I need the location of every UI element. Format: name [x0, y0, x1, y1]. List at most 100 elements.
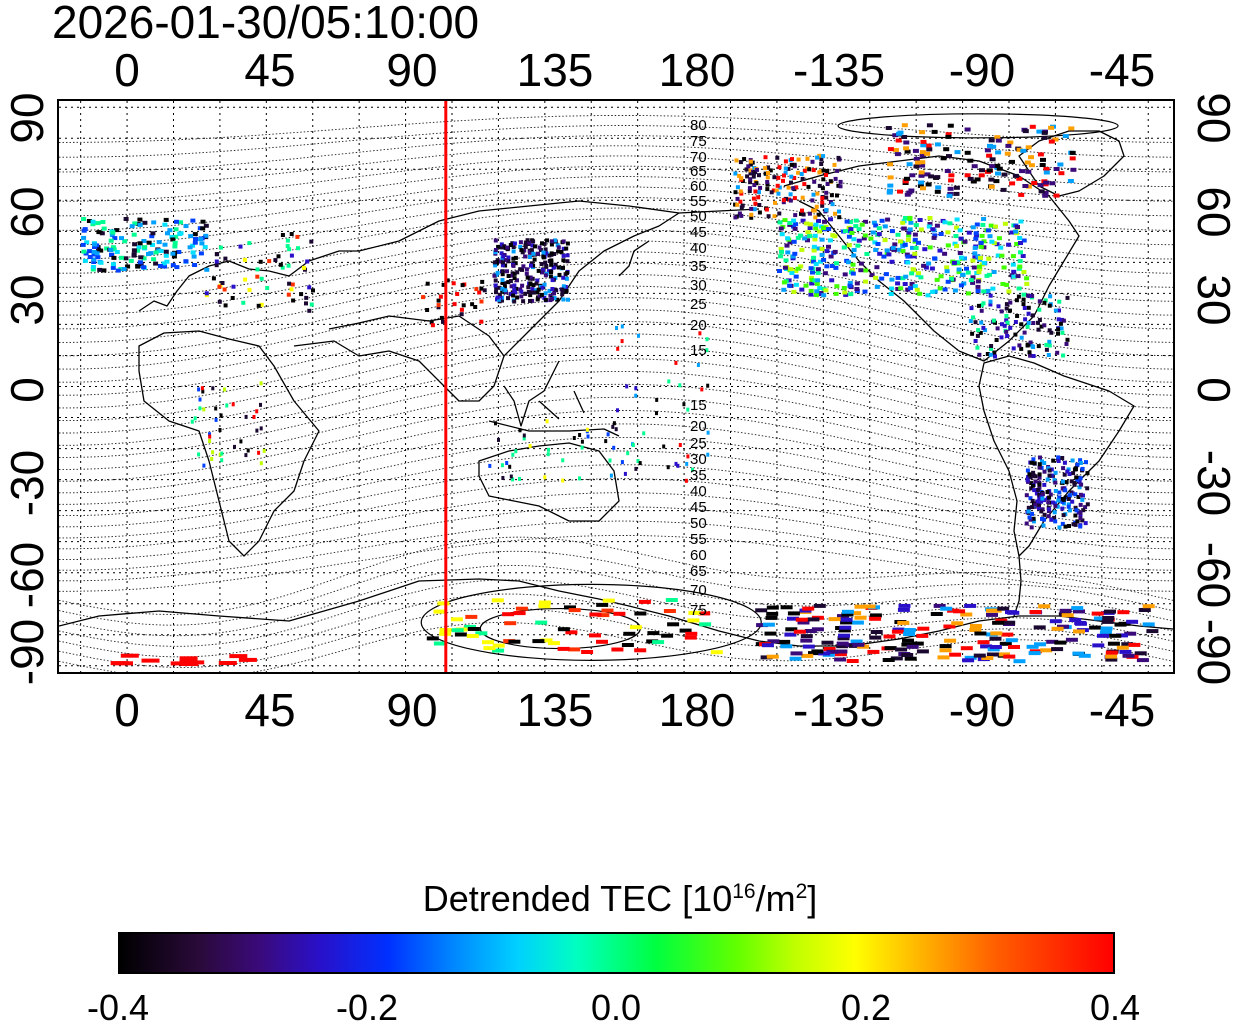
tec-cell: [777, 185, 782, 190]
tec-cell: [992, 350, 997, 355]
tec-cell: [1060, 456, 1065, 460]
tec-cell: [802, 644, 815, 649]
tec-cell: [856, 227, 862, 232]
tec-cell: [494, 421, 497, 426]
tec-cell: [536, 287, 541, 292]
tec-cell: [977, 303, 981, 308]
tec-cell: [459, 307, 464, 312]
tec-cell: [838, 179, 843, 184]
tec-cell: [999, 309, 1004, 314]
mlat-contour: [59, 273, 1173, 357]
tec-cell: [889, 277, 895, 282]
tec-cell: [552, 252, 557, 256]
tec-cell: [1037, 502, 1041, 507]
tec-cell: [787, 240, 793, 245]
tec-cell: [555, 297, 560, 302]
tec-cell: [1069, 618, 1082, 622]
tec-cell: [523, 243, 528, 248]
tec-cell: [839, 625, 852, 630]
tec-cell: [1040, 648, 1053, 653]
tec-cell: [918, 275, 924, 280]
tec-cell: [499, 245, 504, 250]
tec-cell: [539, 262, 544, 266]
tec-cell: [969, 628, 982, 632]
tec-cell: [511, 256, 516, 261]
tec-cell: [804, 221, 810, 226]
tec-cell: [612, 421, 616, 426]
tec-cell: [901, 135, 908, 139]
tec-cell: [781, 178, 785, 183]
tec-cell: [1049, 330, 1054, 335]
mlat-label: 60: [690, 178, 707, 195]
tec-cell: [788, 267, 794, 272]
auroral-oval-south: [420, 583, 762, 661]
tec-cell: [1056, 459, 1061, 463]
tec-cell: [165, 231, 170, 236]
tec-cell: [1104, 609, 1116, 614]
tec-cell: [874, 284, 880, 289]
tec-cell: [777, 211, 782, 216]
tec-cell: [1027, 350, 1032, 355]
tec-cell: [836, 183, 841, 188]
tec-cell: [1035, 487, 1040, 492]
tec-cell: [901, 642, 914, 647]
tec-cell: [493, 248, 498, 252]
tec-cell: [981, 239, 987, 244]
tec-cell: [842, 272, 848, 277]
tec-cell: [580, 439, 584, 444]
tec-cell: [1091, 611, 1104, 616]
tec-cell: [211, 276, 216, 281]
mlat-contour: [59, 125, 1173, 158]
tec-cell: [820, 203, 825, 208]
tec-cell: [895, 232, 901, 237]
tec-cell: [900, 220, 906, 225]
tec-cell: [287, 281, 292, 286]
tec-map: 80 75 70 65 60 55 50 45 40 35 30 25 20 1…: [57, 99, 1175, 674]
tec-cell: [304, 295, 309, 300]
tec-cell: [1136, 658, 1149, 663]
tec-cell: [748, 168, 753, 173]
tec-cell: [1085, 486, 1090, 491]
tec-cell: [783, 258, 789, 263]
tec-cell: [511, 477, 515, 482]
tec-cell: [436, 305, 441, 310]
tec-cell: [944, 269, 950, 274]
tec-cell: [97, 267, 103, 272]
tec-cell: [540, 638, 553, 643]
tec-observations: [80, 123, 1159, 666]
tec-cell: [832, 162, 837, 167]
tec-cell: [528, 444, 532, 448]
tec-cell: [733, 202, 738, 207]
tec-cell: [1013, 320, 1018, 324]
tec-cell: [846, 260, 851, 265]
tec-cell: [995, 326, 1000, 331]
mlat-label: 40: [690, 240, 707, 257]
mlat-contour: [59, 370, 1173, 458]
tec-cell: [1047, 303, 1052, 308]
tec-cell: [828, 200, 833, 204]
mlat-label: 75: [690, 602, 707, 619]
tec-cell: [1049, 467, 1054, 472]
tec-cell: [642, 431, 646, 436]
mlat-contour: [59, 251, 1173, 330]
tec-cell: [652, 640, 665, 645]
tec-cell: [1020, 148, 1027, 153]
tec-cell: [285, 238, 290, 243]
tec-cell: [981, 301, 986, 306]
tec-cell: [520, 250, 525, 255]
tec-cell: [753, 201, 758, 206]
tec-cell: [518, 476, 521, 481]
tec-cell: [1142, 622, 1155, 627]
tec-cell: [738, 160, 743, 165]
tec-cell: [162, 242, 168, 247]
tec-cell: [908, 220, 914, 225]
mlat-contour: [59, 197, 1173, 260]
tec-cell: [932, 289, 938, 294]
tec-cell: [918, 170, 925, 175]
tec-cell: [1030, 313, 1035, 318]
tec-cell: [1005, 638, 1018, 643]
tec-cell: [954, 260, 960, 265]
tec-cell: [853, 224, 859, 229]
tec-cell: [1011, 274, 1017, 279]
tec-cell: [1019, 169, 1026, 174]
